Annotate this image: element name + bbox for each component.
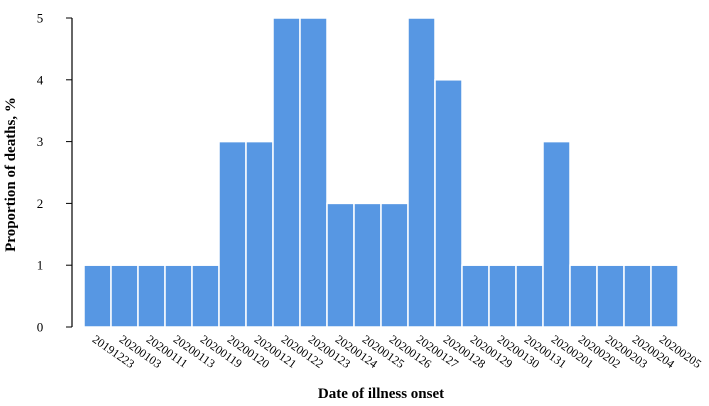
bar-20200128: [434, 79, 463, 328]
bar-20200120: [218, 140, 247, 328]
bar-20200131: [515, 264, 544, 328]
y-tick-label: 3: [37, 134, 44, 149]
bar-20200202: [569, 264, 598, 328]
bar-20200113: [164, 264, 193, 328]
y-tick-label: 4: [37, 72, 44, 87]
y-axis-ticks: 0 1 2 3 4 5: [37, 11, 72, 335]
bar-20200204: [623, 264, 652, 328]
bar-20200126: [380, 202, 409, 328]
bar-20200119: [191, 264, 220, 328]
bar-20191223: [83, 264, 112, 328]
bar-20200203: [596, 264, 625, 328]
bar-20200122: [272, 17, 301, 328]
bar-20200130: [488, 264, 517, 328]
y-tick-label: 1: [37, 258, 44, 273]
bar-20200103: [110, 264, 139, 328]
y-tick-label: 0: [37, 320, 44, 335]
y-tick-label: 5: [37, 11, 44, 26]
bar-20200205: [650, 264, 679, 328]
bars-group: [83, 17, 679, 328]
y-axis-title: Proportion of deaths, %: [3, 97, 19, 252]
bar-20200129: [461, 264, 490, 328]
bar-20200124: [326, 202, 355, 328]
bar-20200201: [542, 140, 571, 328]
bar-20200121: [245, 140, 274, 328]
bar-20200123: [299, 17, 328, 328]
bar-20200111: [137, 264, 166, 328]
bar-20200125: [353, 202, 382, 328]
x-axis-title: Date of illness onset: [318, 386, 444, 402]
x-axis-ticks: 2019122320200103202001112020011320200119…: [90, 332, 704, 371]
bar-20200127: [407, 17, 436, 328]
y-tick-label: 2: [37, 196, 44, 211]
